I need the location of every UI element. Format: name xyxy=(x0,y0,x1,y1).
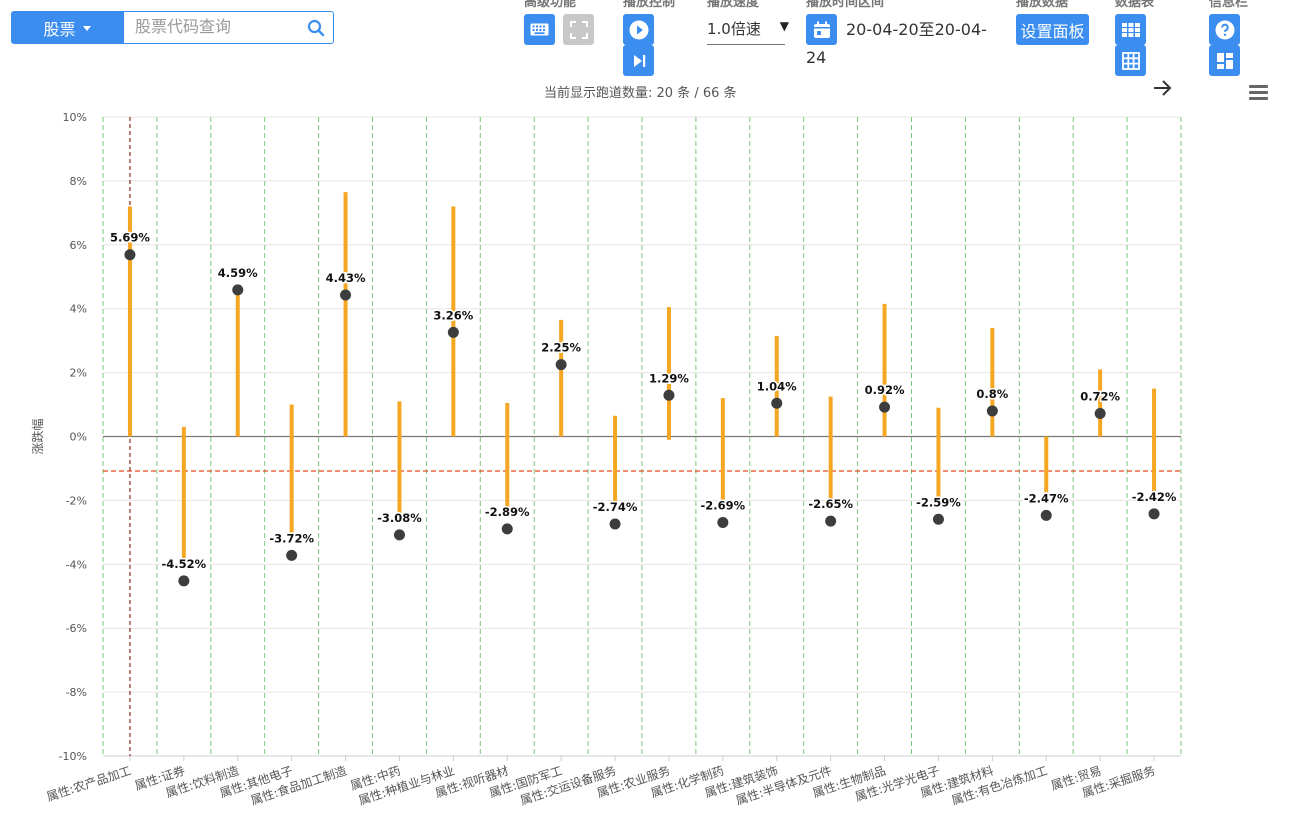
y-tick-label: 6% xyxy=(70,239,87,252)
x-tick-label: 属性:农产品加工 xyxy=(45,764,133,805)
keyboard-button[interactable] xyxy=(524,14,555,45)
data-label: 3.26% xyxy=(433,308,473,322)
data-point xyxy=(879,401,891,413)
data-label: 5.69% xyxy=(110,231,150,245)
data-label: 4.43% xyxy=(326,271,366,285)
y-tick-label: -6% xyxy=(66,622,87,635)
data-label: -3.72% xyxy=(269,531,314,545)
data-point xyxy=(986,405,998,417)
arrow-right-icon[interactable] xyxy=(1150,76,1174,100)
y-tick-label: 10% xyxy=(63,111,87,124)
stock-type-label: 股票 xyxy=(43,19,76,39)
data-point xyxy=(232,284,244,296)
stock-search-box xyxy=(123,11,334,44)
help-icon xyxy=(1215,20,1234,39)
fullscreen-icon xyxy=(569,20,588,39)
data-label: -2.42% xyxy=(1132,490,1177,504)
step-forward-button[interactable] xyxy=(623,45,654,76)
data-point xyxy=(501,523,513,535)
data-point xyxy=(609,518,621,530)
table-icon xyxy=(1121,51,1140,70)
y-tick-label: 2% xyxy=(70,367,87,380)
data-label: 0.92% xyxy=(865,383,905,397)
data-label: -2.74% xyxy=(593,500,638,514)
data-point xyxy=(340,289,352,301)
settings-panel-button[interactable]: 设置面板 xyxy=(1016,14,1089,45)
dashboard-icon xyxy=(1216,52,1233,69)
data-point xyxy=(1148,508,1160,520)
grid-small-icon xyxy=(1121,22,1140,37)
date-range-main: 20-04-20至20-04- xyxy=(846,20,987,39)
data-point xyxy=(1040,509,1052,521)
data-label: 2.25% xyxy=(541,341,581,355)
play-circle-icon xyxy=(629,20,648,39)
play-button[interactable] xyxy=(623,14,654,45)
y-tick-label: -2% xyxy=(66,494,87,507)
data-point xyxy=(932,513,944,525)
stock-type-select[interactable]: 股票 xyxy=(11,11,123,44)
table-grid-button[interactable] xyxy=(1115,45,1146,76)
data-label: 1.29% xyxy=(649,371,689,385)
search-icon[interactable] xyxy=(307,19,325,37)
play-data-group-label: 播放数据 xyxy=(1016,0,1069,10)
data-point xyxy=(555,359,567,371)
date-range-cont: 24 xyxy=(806,48,827,67)
data-label: -3.08% xyxy=(377,511,422,525)
lane-count-text: 当前显示跑道数量: 20 条 / 66 条 xyxy=(544,86,737,101)
data-point xyxy=(178,575,190,587)
calendar-icon xyxy=(813,21,830,38)
speed-select[interactable]: 1.0倍速 ▼ xyxy=(707,18,789,45)
data-point xyxy=(663,389,675,401)
data-point xyxy=(447,326,459,338)
chart-menu-icon[interactable] xyxy=(1249,85,1268,100)
data-point xyxy=(717,516,729,528)
stock-search-input[interactable] xyxy=(124,12,305,41)
data-point xyxy=(771,397,783,409)
data-label: -4.52% xyxy=(162,557,207,571)
data-label: -2.89% xyxy=(485,505,530,519)
info-bar-group-label: 信息栏 xyxy=(1209,0,1249,10)
advanced-group-label: 高级功能 xyxy=(524,0,577,10)
y-tick-label: -10% xyxy=(59,750,87,763)
table-view-button[interactable] xyxy=(1115,14,1146,45)
fullscreen-button[interactable] xyxy=(563,14,594,45)
data-label: 1.04% xyxy=(757,379,797,393)
speed-value: 1.0倍速 xyxy=(707,20,761,38)
help-button[interactable] xyxy=(1209,14,1240,45)
caret-down-icon xyxy=(82,26,91,31)
dashboard-button[interactable] xyxy=(1209,45,1240,76)
data-label: 4.59% xyxy=(218,266,258,280)
data-point xyxy=(286,549,298,561)
toolbar: 股票 高级功能 播放控制 播放 xyxy=(0,0,1292,110)
data-label: -2.59% xyxy=(916,495,961,509)
keyboard-icon xyxy=(530,23,549,36)
y-tick-label: -8% xyxy=(66,686,87,699)
play-speed-group-label: 播放速度 xyxy=(707,0,760,10)
y-tick-label: 8% xyxy=(70,175,87,188)
settings-panel-label: 设置面板 xyxy=(1020,21,1085,41)
skip-next-icon xyxy=(633,54,645,67)
y-axis-label: 涨跌幅 xyxy=(30,418,45,454)
data-point xyxy=(825,515,837,527)
data-point xyxy=(1094,407,1106,419)
data-point xyxy=(124,249,136,261)
data-table-group-label: 数据表 xyxy=(1115,0,1155,10)
data-label: -2.69% xyxy=(701,498,746,512)
data-label: -2.47% xyxy=(1024,491,1069,505)
data-point xyxy=(393,529,405,541)
date-range-button[interactable] xyxy=(806,14,837,45)
play-range-group-label: 播放时间区间 xyxy=(806,0,885,10)
y-tick-label: -4% xyxy=(66,558,87,571)
y-tick-label: 4% xyxy=(70,303,87,316)
data-label: -2.65% xyxy=(808,497,853,511)
data-label: 0.8% xyxy=(976,387,1008,401)
date-range-text[interactable]: 20-04-20至20-04- 24 xyxy=(806,16,1006,67)
play-control-group-label: 播放控制 xyxy=(623,0,676,10)
data-label: 0.72% xyxy=(1080,389,1120,403)
y-tick-label: 0% xyxy=(70,431,87,444)
triangle-down-icon: ▼ xyxy=(779,19,789,33)
